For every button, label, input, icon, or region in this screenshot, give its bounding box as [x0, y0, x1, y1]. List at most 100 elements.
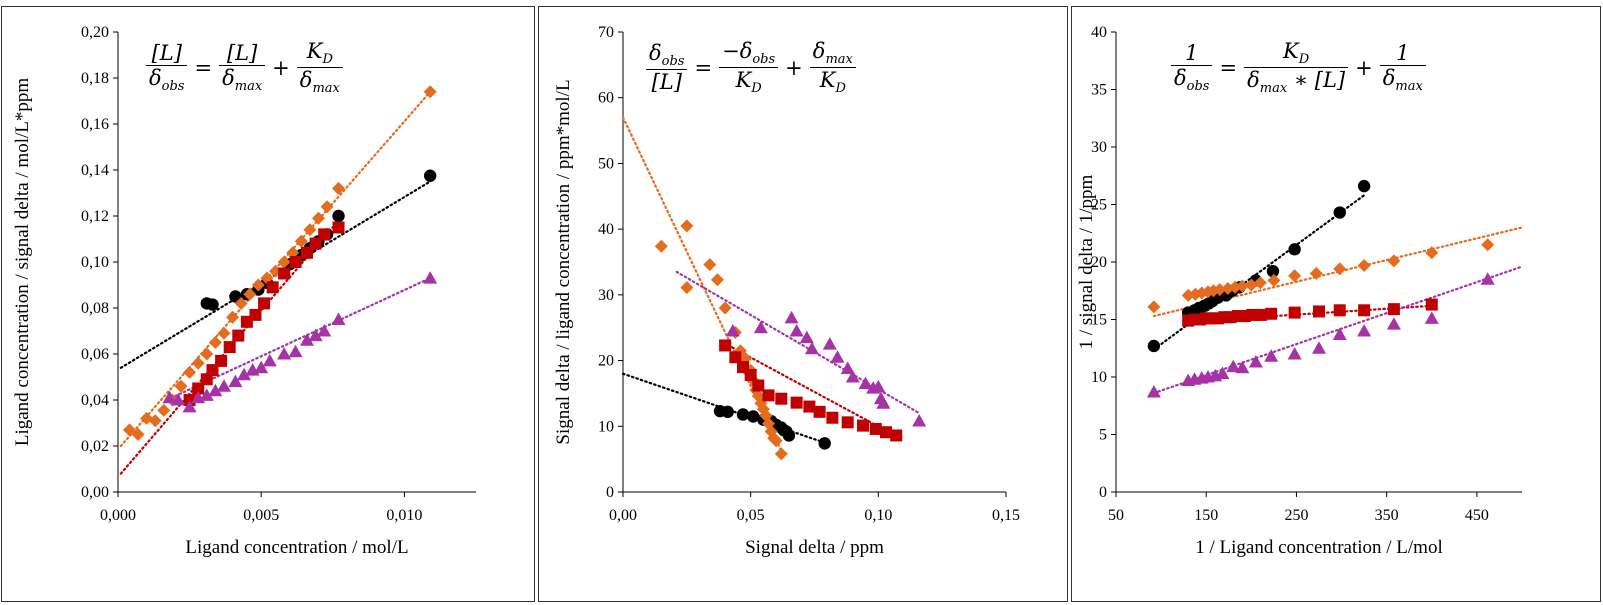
y-tick-label: 0,20: [81, 24, 109, 41]
y-tick-label: 10: [598, 418, 614, 435]
x-tick-label: 0,10: [864, 507, 892, 524]
equation-equals: =: [194, 55, 213, 80]
y-tick-label: 0,00: [81, 484, 109, 501]
y-tick-label: 0,12: [81, 208, 109, 225]
x-tick-label: 0,005: [243, 507, 279, 524]
red-square-point: [258, 297, 271, 310]
red-square-point: [762, 389, 775, 402]
equation-den: δmax ∗ [L]: [1244, 67, 1349, 96]
orange-diamond-point: [680, 281, 694, 295]
orange-diamond-point: [759, 409, 773, 423]
magenta-triangle-point: [830, 350, 845, 363]
equation-num: [L]: [226, 41, 258, 66]
red-square-point: [1288, 306, 1301, 319]
orange-diamond-point: [756, 402, 770, 416]
orange-diamond-point: [191, 356, 205, 370]
black-circle-point: [1266, 265, 1280, 278]
red-square-point: [223, 341, 236, 354]
red-square-point: [826, 411, 839, 424]
red-square-point: [879, 426, 892, 439]
y-tick-label: 30: [598, 287, 614, 304]
y-tick-label: 0: [606, 484, 614, 501]
equation-den: δmax: [296, 67, 343, 96]
orange-diamond-point: [1387, 254, 1401, 268]
equation-den: KD: [719, 67, 779, 96]
red-square-point: [719, 339, 732, 352]
y-tick-label: 0,08: [81, 300, 109, 317]
red-square-point: [1358, 304, 1371, 317]
x-tick-label: 0,05: [737, 507, 765, 524]
y-tick-label: 60: [598, 90, 614, 107]
red-square-point: [775, 392, 788, 405]
orange-diamond-point: [234, 296, 248, 310]
y-tick-label: 0,14: [81, 162, 109, 179]
orange-diamond-point: [703, 258, 717, 272]
black-circle-point: [1288, 243, 1301, 256]
orange-diamond-point: [769, 434, 783, 448]
orange-diamond-point: [718, 301, 732, 315]
orange-diamond-point: [208, 336, 222, 349]
magenta-triangle-point: [1215, 366, 1230, 380]
equation-equals: =: [1219, 55, 1238, 80]
red-square-point: [1425, 298, 1438, 311]
x-tick-label: 350: [1375, 507, 1399, 524]
orange-diamond-point: [217, 326, 231, 340]
red-square-point: [803, 400, 816, 413]
red-square-point: [1265, 307, 1278, 320]
y-tick-label: 0,18: [81, 70, 109, 87]
y-tick-label: 30: [1091, 139, 1107, 156]
y-tick-label: 0,06: [81, 346, 109, 363]
magenta-triangle-point: [799, 330, 814, 344]
x-tick-label: 0,000: [100, 507, 136, 524]
magenta-triangle-point: [277, 347, 292, 360]
orange-diamond-point: [148, 414, 162, 428]
orange-diamond-point: [1481, 238, 1495, 252]
y-tick-label: 70: [598, 24, 614, 41]
orange-diamond-point: [226, 310, 240, 324]
black-circle-point: [782, 429, 796, 442]
y-tick-label: 10: [1091, 369, 1107, 386]
black-circle-point: [206, 298, 219, 311]
equation-plus: +: [272, 55, 290, 80]
magenta-triangle-point: [871, 379, 886, 393]
y-tick-label: 0,10: [81, 254, 109, 271]
orange-diamond-point: [174, 379, 188, 393]
equation-term-2: δmax KD: [809, 39, 856, 96]
magenta-triangle-point: [1146, 384, 1161, 398]
magenta-triangle-point: [331, 312, 346, 325]
equation-num: δmax: [812, 39, 853, 68]
chart-panel-1: 0,00 0,02 0,04 0,06 0,08 0,10 0,12 0,14 0,16 0,18…: [1, 6, 535, 602]
magenta-triangle-point: [753, 320, 768, 334]
equation-term-1: −δobs KD: [719, 39, 779, 96]
magenta-triangle-point: [840, 361, 855, 374]
equation-lhs: [L] δobs: [146, 41, 188, 94]
orange-diamond-point: [277, 255, 291, 269]
orange-diamond-point: [200, 347, 214, 361]
red-square-point: [1255, 308, 1268, 321]
black-circle-point: [332, 209, 345, 223]
black-circle-point: [1333, 206, 1346, 219]
red-square-point: [1246, 308, 1259, 321]
chart-panel-2: 0 10 20 30 40 50 60 70 0,00 0,05 0,10 0,15 Signal de…: [538, 6, 1068, 602]
orange-diamond-point: [1235, 279, 1249, 293]
black-circle-point: [1357, 179, 1371, 193]
y-axis-label: Signal delta / ligand concentration / pp…: [553, 79, 574, 444]
equation-den: δobs: [1171, 65, 1213, 94]
magenta-triangle-point: [1226, 359, 1241, 373]
orange-diamond-point: [311, 211, 325, 225]
x-tick-label: 450: [1465, 507, 1489, 524]
equation-den: KD: [809, 67, 856, 96]
chart-3-equation: 1 δobs = KD δmax ∗ [L] +1 δmax: [1169, 39, 1428, 96]
x-axis-label: Ligand concentration / mol/L: [185, 537, 408, 558]
magenta-triangle-point: [228, 374, 243, 388]
red-square-point: [301, 246, 314, 259]
black-circle-point: [1147, 339, 1161, 353]
orange-diamond-point: [1213, 283, 1227, 297]
orange-diamond-point: [303, 223, 317, 237]
orange-diamond-point: [131, 428, 145, 441]
magenta-triangle-point: [784, 310, 799, 324]
red-square-point: [752, 379, 765, 392]
red-square-point: [332, 221, 345, 234]
magenta-triangle-point: [1386, 317, 1401, 330]
orange-diamond-point: [1147, 300, 1161, 314]
